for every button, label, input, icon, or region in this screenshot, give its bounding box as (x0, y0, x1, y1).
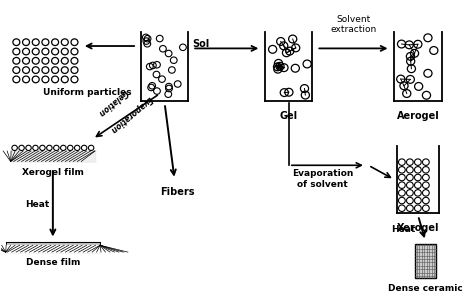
Text: Xerogel film: Xerogel film (22, 168, 84, 177)
Text: Aerogel: Aerogel (397, 111, 439, 121)
Text: Solvent
extraction: Solvent extraction (330, 15, 376, 34)
Text: Heat: Heat (391, 225, 415, 234)
Bar (6, 242, 100, 245)
Text: Uniform particles: Uniform particles (43, 88, 132, 97)
Bar (415, 243, 436, 278)
Text: Xerogel: Xerogel (397, 223, 439, 233)
Text: Evaporation: Evaporation (109, 94, 154, 134)
Text: Gelation: Gelation (96, 87, 129, 117)
Text: Fibers: Fibers (160, 187, 194, 197)
Text: Dense ceramic: Dense ceramic (388, 284, 463, 293)
Text: Sol: Sol (192, 39, 209, 49)
Text: Heat: Heat (26, 201, 50, 210)
Text: Gel: Gel (280, 111, 298, 121)
Text: Evaporation
of solvent: Evaporation of solvent (292, 169, 353, 188)
Text: Dense film: Dense film (26, 258, 80, 267)
